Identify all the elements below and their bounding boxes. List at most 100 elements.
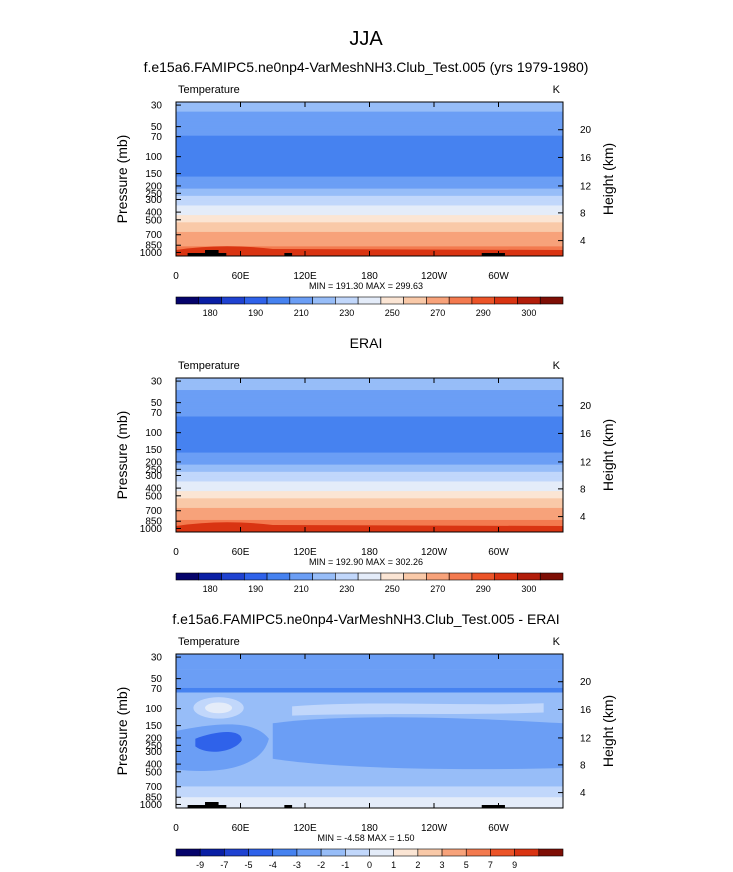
chart2-contour-band: [176, 669, 563, 688]
chart1-contour-band: [176, 500, 563, 504]
chart2-contour-band: [176, 687, 563, 693]
chart0-colorbar-swatch: [357, 296, 382, 305]
chart1-contour-band: [176, 445, 563, 449]
chart0-x-tick-label: 180: [361, 271, 378, 282]
chart0-contour-band: [176, 126, 563, 130]
chart0-contour-band: [176, 118, 563, 122]
chart0-x-tick-label: 120W: [421, 271, 448, 282]
chart0-colorbar-swatch: [380, 296, 404, 305]
chart2-y-tick-label: 70: [151, 684, 163, 695]
chart1-contour-band: [176, 411, 563, 415]
chart1-contour-band: [176, 394, 563, 398]
chart1-y2-tick-label: 16: [580, 429, 592, 440]
chart2-contour-field: [176, 654, 563, 808]
chart1-y-tick-label: 400: [145, 484, 162, 495]
chart1-contour-band: [176, 493, 563, 497]
chart2-colorbar-swatch: [417, 848, 443, 857]
chart2-y-tick-label: 150: [145, 721, 162, 732]
chart0-contour-band: [176, 171, 563, 175]
chart1-x-tick-label: 120W: [421, 547, 448, 558]
chart1-contour-band: [176, 450, 563, 454]
chart1-contour-band: [176, 442, 563, 446]
chart0-contour-band: [176, 239, 563, 243]
chart1-colorbar-swatch: [448, 572, 473, 581]
chart2-topography: [284, 805, 293, 808]
chart1-contour-band: [176, 418, 563, 422]
chart1-contour-band: [176, 438, 563, 442]
chart0-contour-band: [176, 152, 563, 156]
chart2-colorbar-label: -5: [245, 860, 253, 870]
chart1-contour-band: [176, 402, 563, 406]
chart1-contour-band: [176, 495, 563, 499]
chart1-x-tick-label: 0: [173, 547, 179, 558]
chart0-colorbar-swatch: [335, 296, 359, 305]
chart0-colorbar-swatch: [403, 296, 427, 305]
chart1-colorbar-swatch: [198, 572, 222, 581]
chart1-contour-band: [176, 462, 563, 466]
chart2-y-tick-label: 30: [151, 653, 163, 664]
chart2-y2-tick-label: 12: [580, 733, 592, 744]
chart1-y-tick-label: 50: [151, 398, 163, 409]
chart0-contour-band: [176, 241, 563, 245]
chart2-y-tick-label: 400: [145, 760, 162, 771]
chart1-colorbar-swatch: [539, 572, 564, 581]
chart1-contour-band: [176, 512, 563, 516]
chart2-y-tick-label: 200: [145, 733, 162, 744]
chart2-colorbar-swatch: [465, 848, 491, 857]
chart2-colorbar-label: 5: [464, 860, 469, 870]
chart0-colorbar-swatch: [448, 296, 473, 305]
chart1-contour-band: [176, 426, 563, 430]
chart2-y-tick-label: 250: [145, 741, 162, 752]
chart2-topography: [481, 805, 505, 808]
chart1-colorbar-label: 210: [294, 584, 309, 594]
chart1-contour-band: [176, 457, 563, 461]
chart0-contour-band: [176, 140, 563, 144]
chart1-y-tick-label: 100: [145, 428, 162, 439]
chart1-contour-band: [176, 397, 563, 401]
chart0-contour-band: [176, 234, 563, 238]
chart1-contour-band: [176, 515, 563, 519]
chart0-contour-band: [176, 174, 563, 178]
chart2-contour-band: [272, 717, 563, 770]
chart1-colorbar-swatch: [426, 572, 450, 581]
chart0-colorbar-swatch: [243, 296, 268, 305]
chart1-contour-band: [176, 455, 563, 459]
chart1-colorbar-swatch: [471, 572, 496, 581]
chart0-contour-band: [176, 147, 563, 151]
chart0-colorbar-swatch: [198, 296, 222, 305]
chart0-contour-band: [176, 114, 563, 118]
chart1-colorbar-swatch: [221, 572, 245, 581]
chart2-y-tick-label: 500: [145, 767, 162, 778]
chart0-contour-band: [176, 157, 563, 161]
chart1-x-tick-label: 120E: [293, 547, 317, 558]
chart2-y-tick-label: 1000: [140, 800, 163, 811]
chart1-contour-band: [176, 404, 563, 408]
chart1-y-tick-label: 500: [145, 491, 162, 502]
chart0-stats: MIN = 191.30 MAX = 299.63: [309, 281, 423, 291]
chart2-colorbar-label: -4: [269, 860, 277, 870]
chart2-y-tick-label: 100: [145, 704, 162, 715]
chart1-colorbar-swatch: [175, 572, 200, 581]
chart2-colorbar-label: 3: [440, 860, 445, 870]
chart1-colorbar-label: 230: [339, 584, 354, 594]
chart1-right-label: K: [553, 360, 561, 372]
chart2-y2-tick-label: 8: [580, 760, 586, 771]
chart0-y2-tick-label: 4: [580, 236, 586, 247]
chart2-colorbar-swatch: [296, 848, 322, 857]
chart0-contour-band: [176, 179, 563, 183]
chart1-y-tick-label: 850: [145, 517, 162, 528]
chart0-contour-band: [176, 193, 563, 197]
chart0-contour-band: [176, 217, 563, 221]
chart1-contour-band: [176, 505, 563, 509]
chart0-y-tick-label: 30: [151, 101, 163, 112]
chart0-x-tick-label: 60E: [232, 271, 250, 282]
chart1-y2-tick-label: 4: [580, 512, 586, 523]
chart1-contour-band: [176, 498, 563, 502]
chart1-contour-band: [176, 385, 563, 389]
chart2-contour-band: [205, 702, 233, 714]
chart1-contour-band: [176, 522, 563, 526]
chart0-contour-band: [176, 200, 563, 204]
chart1-contour-band: [176, 471, 563, 475]
chart1-title: ERAI: [350, 335, 383, 351]
